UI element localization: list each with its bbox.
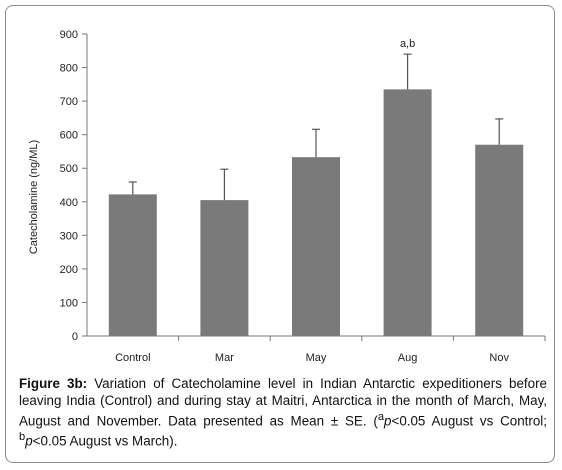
x-tick-label: Control — [115, 352, 150, 364]
y-tick-label: 700 — [60, 96, 78, 108]
y-tick-label: 0 — [72, 331, 78, 343]
y-tick-label: 400 — [60, 197, 78, 209]
bar-aug — [383, 89, 432, 336]
x-tick-label: Nov — [489, 352, 509, 364]
caption-sup-b: b — [19, 431, 26, 444]
caption-text: Variation of Catecholamine level in Indi… — [19, 376, 547, 429]
figure-frame — [5, 5, 555, 463]
x-tick-label: May — [306, 352, 327, 364]
significance-label: a,b — [400, 38, 415, 50]
figure-caption: Figure 3b: Variation of Catecholamine le… — [19, 375, 547, 450]
caption-p2: p — [25, 433, 33, 449]
y-tick-label: 100 — [60, 297, 78, 309]
y-tick-label: 500 — [60, 163, 78, 175]
x-tick-label: Aug — [398, 352, 418, 364]
caption-sup-a: a — [377, 411, 385, 423]
caption-label: Figure 3b: — [19, 376, 88, 391]
caption-p1: p — [384, 413, 392, 429]
y-tick-label: 300 — [60, 230, 78, 242]
annotations: a,b — [400, 38, 415, 50]
y-tick-label: 900 — [60, 29, 78, 41]
tick-labels: 0 100 200 300 400 500 600 700 800 900 Control Mar Ma… — [60, 29, 510, 364]
caption-end: <0.05 August vs March). — [32, 433, 178, 449]
error-bars — [128, 53, 504, 201]
y-tick-label: 800 — [60, 63, 78, 75]
bars — [108, 89, 524, 336]
bar-chart: Catecholamine (ng/ML) 0 100 200 300 400 500 60… — [28, 29, 546, 364]
bar-mar — [200, 200, 249, 336]
bar-nov — [475, 144, 524, 336]
y-tick-label: 200 — [60, 264, 78, 276]
x-tick-label: Mar — [215, 352, 234, 364]
bar-control — [108, 194, 157, 336]
caption-mid: <0.05 August vs Control; — [391, 413, 548, 429]
bar-may — [292, 157, 340, 336]
y-axis-label: Catecholamine (ng/ML) — [28, 140, 40, 254]
y-tick-label: 600 — [60, 130, 78, 142]
